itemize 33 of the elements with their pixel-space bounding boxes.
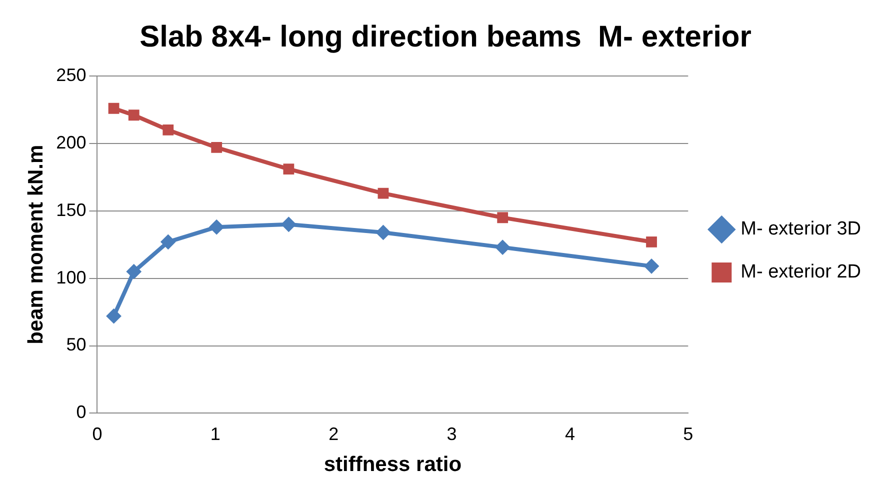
- point: [646, 236, 657, 248]
- point: [162, 124, 174, 136]
- point: [497, 212, 508, 224]
- y-axis-title: beam moment kN.m: [24, 144, 48, 344]
- x-axis-title: stiffness ratio: [324, 453, 462, 476]
- point: [495, 240, 510, 255]
- x-tick-label: 3: [446, 424, 457, 444]
- point: [211, 142, 222, 153]
- point: [128, 110, 140, 121]
- y-tick-label: 0: [76, 402, 86, 422]
- point: [126, 264, 142, 280]
- legend-label: M- exterior 2D: [740, 262, 862, 283]
- x-tick-label: 2: [328, 424, 339, 444]
- point: [281, 216, 296, 232]
- point: [209, 220, 224, 235]
- x-tick-label: 4: [564, 424, 575, 444]
- y-tick-label: 150: [56, 200, 86, 220]
- point: [283, 164, 294, 175]
- point: [106, 308, 122, 324]
- point: [376, 224, 391, 240]
- point: [378, 188, 389, 199]
- legend-label: M- exterior 3D: [740, 218, 862, 240]
- y-tick-label: 250: [56, 64, 86, 85]
- y-tick-label: 50: [66, 334, 86, 355]
- x-tick-label: 0: [92, 424, 102, 444]
- y-tick-label: 100: [56, 267, 86, 288]
- x-tick-label: 1: [210, 424, 220, 444]
- point: [644, 258, 660, 274]
- x-tick-label: 5: [683, 424, 694, 444]
- chart-title: Slab 8x4- long direction beams M- exterior: [140, 20, 752, 54]
- point: [160, 234, 176, 250]
- y-tick-label: 200: [56, 132, 86, 152]
- point: [108, 102, 120, 114]
